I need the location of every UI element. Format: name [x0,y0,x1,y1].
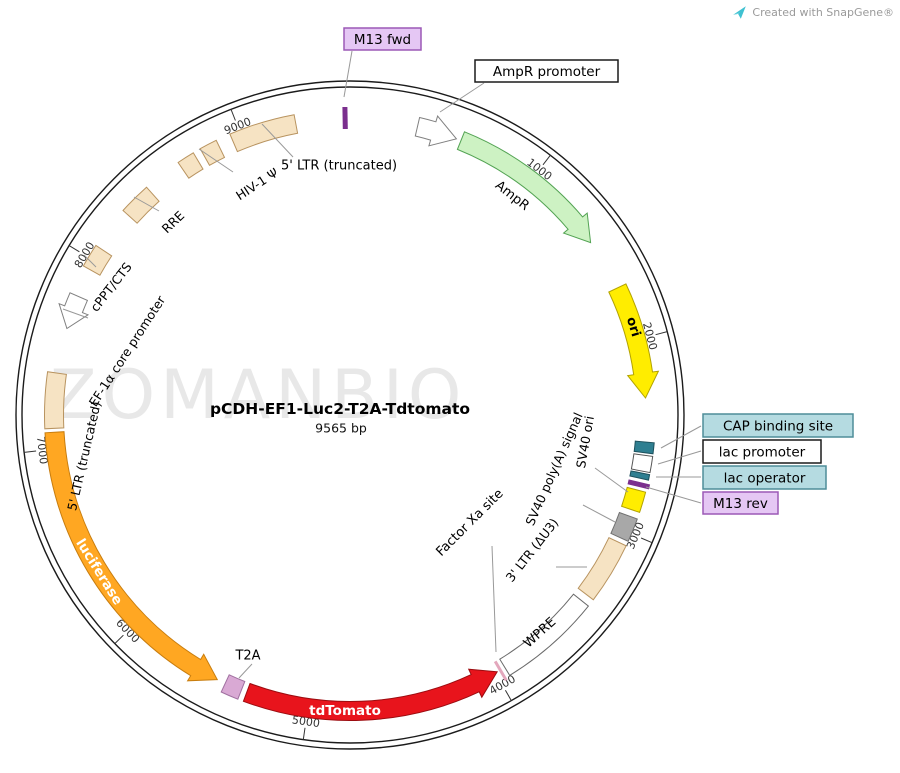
feature-lac-operator [629,470,651,481]
feature-ltr-5prime-left [43,371,67,430]
feature-shape-hiv1-psi-1 [199,139,226,166]
leader-m13-fwd-primer [343,50,353,98]
scale-tick [68,245,80,253]
leader-rre [133,196,160,212]
feature-shape-lac-promoter [630,453,654,474]
feature-t2a [220,674,246,700]
label-text-ltr-5prime-left: 5' LTR (truncated) [64,400,104,512]
label-box-m13-fwd-primer [343,27,422,51]
leader-cap-binding-site [660,425,702,449]
feature-cap-binding-site [633,440,655,455]
scale-tick [655,331,668,336]
leader-ef1a-core-promoter [62,308,89,319]
plasmid-size-label: 9565 bp [315,420,367,436]
label-text-hiv1-psi: HIV-1 Ψ [233,165,281,203]
label-text-factor-xa-site: Factor Xa site [433,486,506,559]
label-text-cap-binding-site: CAP binding site [723,419,833,435]
feature-luciferase-cds [44,431,219,682]
scale-tick [24,450,37,453]
label-text-m13-fwd-primer: M13 fwd [354,32,411,48]
label-box-lac-promoter [702,439,822,464]
feature-shape-ltr-3prime [577,537,627,601]
feature-factor-xa-site [493,660,508,682]
leader-t2a [238,663,253,679]
leader-m13-rev-primer [645,486,702,504]
backbone-outer-circle [15,80,685,750]
leader-ampr-promoter [439,82,485,113]
label-box-ampr-promoter [474,59,619,83]
feature-shape-sv40-ori [620,486,647,514]
feature-shape-ltr-5prime-left [43,371,67,430]
leader-ltr-5prime-top [261,123,294,158]
label-text-m13-rev-primer: M13 rev [713,496,768,512]
snapgene-logo-icon [733,6,747,19]
label-box-cap-binding-site [702,413,854,438]
feature-shape-factor-xa-site [493,660,508,682]
plasmid-title: pCDH-EF1-Luc2-T2A-Tdtomato [209,400,471,418]
scale-tick [640,537,653,544]
scale-tick [302,727,306,740]
features [43,106,660,721]
feature-ampr-promoter [414,115,458,147]
label-text-ltr-5prime-top: 5' LTR (truncated) [281,159,397,174]
label-text-rre: RRE [159,208,188,236]
credit-text: Created with SnapGene® [752,6,894,19]
feature-shape-ef1a-core-promoter [58,292,90,330]
label-text-ampr-promoter: AmpR promoter [493,64,601,80]
leader-sv40-ori [594,467,629,493]
watermark: ZOMANBIO [50,356,467,435]
feature-sv40-polya-signal [610,511,638,542]
feature-shape-lac-operator [629,470,651,481]
label-text-t2a: T2A [234,649,260,664]
leader-cppt-cts [83,254,97,268]
feature-labels: 5' LTR (truncated)HIV-1 ΨRREcPPT/CTSEF-1… [62,27,854,719]
feature-ori [608,283,660,399]
credit-line: Created with SnapGene® [732,5,894,20]
feature-lac-promoter [630,453,654,474]
label-text-tdtomato-cds: tdTomato [309,703,381,719]
label-text-ori: ori [623,315,643,338]
feature-shape-cap-binding-site [633,440,655,455]
label-text-lac-operator: lac operator [724,471,806,487]
leader-lac-promoter [657,450,702,465]
feature-shape-m13-rev-primer [627,479,651,490]
scale-tick [114,634,124,644]
feature-rre [122,186,160,224]
scale-tick [542,154,551,166]
feature-shape-t2a [220,674,246,700]
feature-shape-ampr-cds [456,131,592,244]
label-box-lac-operator [702,465,827,490]
feature-shape-luciferase-cds [44,431,219,682]
feature-ampr-cds [456,131,592,244]
scale-tick [504,689,512,701]
feature-ltr-3prime [577,537,627,601]
leader-hiv1-psi [198,148,234,173]
feature-ef1a-core-promoter [58,292,90,330]
feature-shape-wpre [499,593,590,677]
feature-shape-ltr-5prime-top [229,114,299,153]
feature-shape-hiv1-psi-0 [177,152,204,179]
feature-wpre [499,593,590,677]
feature-ltr-5prime-top [229,114,299,153]
feature-shape-rre [122,186,160,224]
backbone-inner-circle [21,86,679,744]
feature-shape-ampr-promoter [414,115,458,147]
label-text-lac-promoter: lac promoter [719,445,806,461]
label-text-sv40-polya-signal: SV40 poly(A) signal [522,410,585,528]
feature-shape-ori [608,283,660,399]
feature-tdtomato-cds [242,668,499,721]
scale-tick [230,109,236,121]
leader-factor-xa-site [491,545,497,653]
leader-sv40-polya-signal [582,504,616,523]
label-text-luciferase-cds: luciferase [72,536,125,608]
feature-hiv1-psi [177,139,226,179]
label-box-m13-rev-primer [702,491,779,515]
feature-shape-tdtomato-cds [242,668,499,721]
feature-shape-sv40-polya-signal [610,511,638,542]
feature-m13-rev-primer [627,479,651,490]
feature-sv40-ori [620,486,647,514]
